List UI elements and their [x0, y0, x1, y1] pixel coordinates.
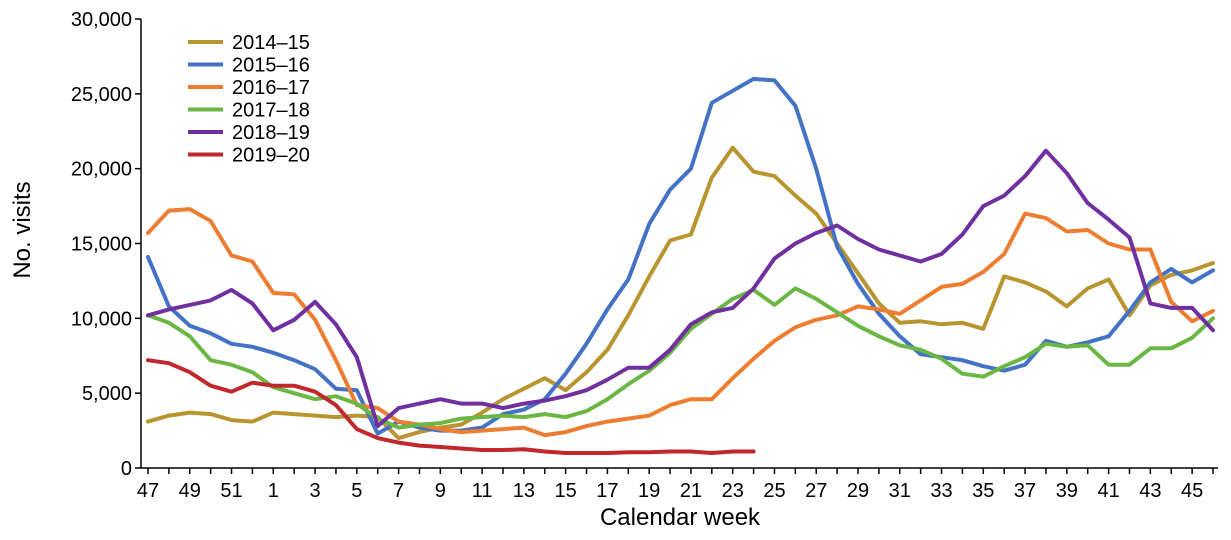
y-tick-label: 20,000	[71, 159, 132, 181]
y-tick-label: 5,000	[82, 383, 132, 405]
x-tick-label: 37	[1014, 480, 1036, 502]
x-axis: 47 49 51 1 3 5 7 9 11 13 15 17 19 21 23 25 27 29 31 33 35 37 3…	[137, 467, 1218, 502]
x-tick-label: 45	[1181, 480, 1203, 502]
legend-label: 2019–20	[232, 145, 310, 167]
legend-label: 2015–16	[232, 55, 310, 77]
x-tick-label: 1	[268, 480, 279, 502]
x-axis-title: Calendar week	[600, 504, 761, 531]
legend-label: 2018–19	[232, 122, 310, 144]
x-tick-label: 29	[847, 480, 869, 502]
x-tick-label: 15	[555, 480, 577, 502]
x-tick-label: 19	[638, 480, 660, 502]
x-tick-label: 23	[722, 480, 744, 502]
x-tick-label: 5	[351, 480, 362, 502]
series-line-2014–15	[146, 145, 1215, 441]
series-line-2019–20	[146, 358, 756, 455]
y-tick-label: 0	[121, 458, 132, 480]
x-tick-label: 17	[596, 480, 618, 502]
x-tick-label: 47	[137, 480, 159, 502]
legend-label: 2014–15	[232, 32, 310, 54]
x-tick-label: 13	[513, 480, 535, 502]
x-tick-label: 31	[889, 480, 911, 502]
x-tick-label: 33	[930, 480, 952, 502]
series-line-2018–19	[146, 148, 1215, 429]
x-tick-label: 49	[179, 480, 201, 502]
series-line-2016–17	[146, 207, 1215, 438]
x-tick-label: 43	[1139, 480, 1161, 502]
x-tick-label: 39	[1056, 480, 1078, 502]
y-tick-label: 10,000	[71, 308, 132, 330]
x-tick-label: 51	[220, 480, 242, 502]
legend-label: 2017–18	[232, 100, 310, 122]
x-tick-label: 7	[393, 480, 404, 502]
series-lines	[146, 76, 1215, 455]
legend-label: 2016–17	[232, 77, 310, 99]
x-tick-label: 41	[1097, 480, 1119, 502]
x-tick-label: 3	[309, 480, 320, 502]
y-axis: 0 5,000 10,000 15,000 20,000 25,000 30,000	[71, 9, 142, 480]
y-tick-label: 30,000	[71, 9, 132, 31]
y-tick-label: 25,000	[71, 84, 132, 106]
y-axis-title: No. visits	[9, 181, 36, 278]
legend: 2014–152015–162016–172017–182018–192019–…	[188, 32, 310, 167]
x-tick-label: 9	[435, 480, 446, 502]
x-tick-label: 21	[680, 480, 702, 502]
x-tick-label: 35	[972, 480, 994, 502]
x-tick-label: 27	[805, 480, 827, 502]
x-tick-label: 25	[763, 480, 785, 502]
y-tick-label: 15,000	[71, 234, 132, 256]
x-tick-label: 11	[472, 480, 493, 502]
